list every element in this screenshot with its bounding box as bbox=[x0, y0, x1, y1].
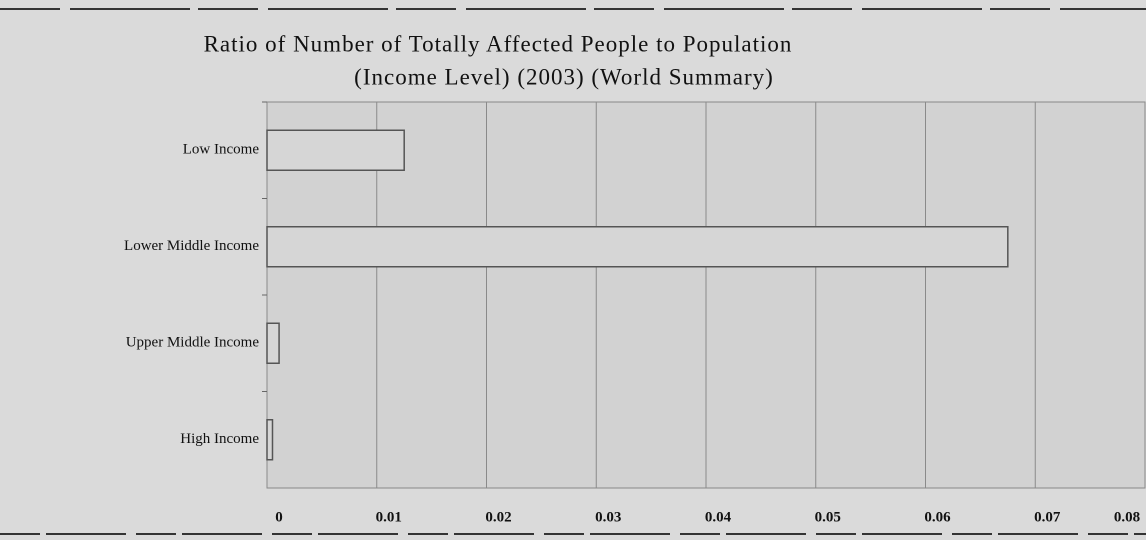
bar bbox=[266, 419, 274, 461]
x-tick-label: 0.06 bbox=[924, 509, 951, 525]
x-tick-label: 0.05 bbox=[815, 509, 841, 525]
chart-title: Ratio of Number of Totally Affected Peop… bbox=[204, 31, 793, 56]
x-tick-label: 0 bbox=[275, 509, 283, 525]
y-tick-label: Upper Middle Income bbox=[126, 335, 260, 351]
y-tick-label: High Income bbox=[180, 431, 259, 447]
y-tick-label: Lower Middle Income bbox=[124, 238, 259, 254]
bar bbox=[266, 322, 280, 364]
bar bbox=[266, 129, 405, 171]
y-tick-label: Low Income bbox=[183, 142, 260, 158]
x-tick-label: 0.04 bbox=[705, 509, 732, 525]
x-tick-label: 0.03 bbox=[595, 509, 621, 525]
x-tick-label: 0.02 bbox=[485, 509, 511, 525]
x-tick-label: 0.08 bbox=[1114, 509, 1140, 525]
chart-title: (Income Level) (2003) (World Summary) bbox=[354, 64, 774, 89]
x-tick-label: 0.07 bbox=[1034, 509, 1061, 525]
bar bbox=[266, 226, 1009, 268]
x-tick-label: 0.01 bbox=[376, 509, 402, 525]
